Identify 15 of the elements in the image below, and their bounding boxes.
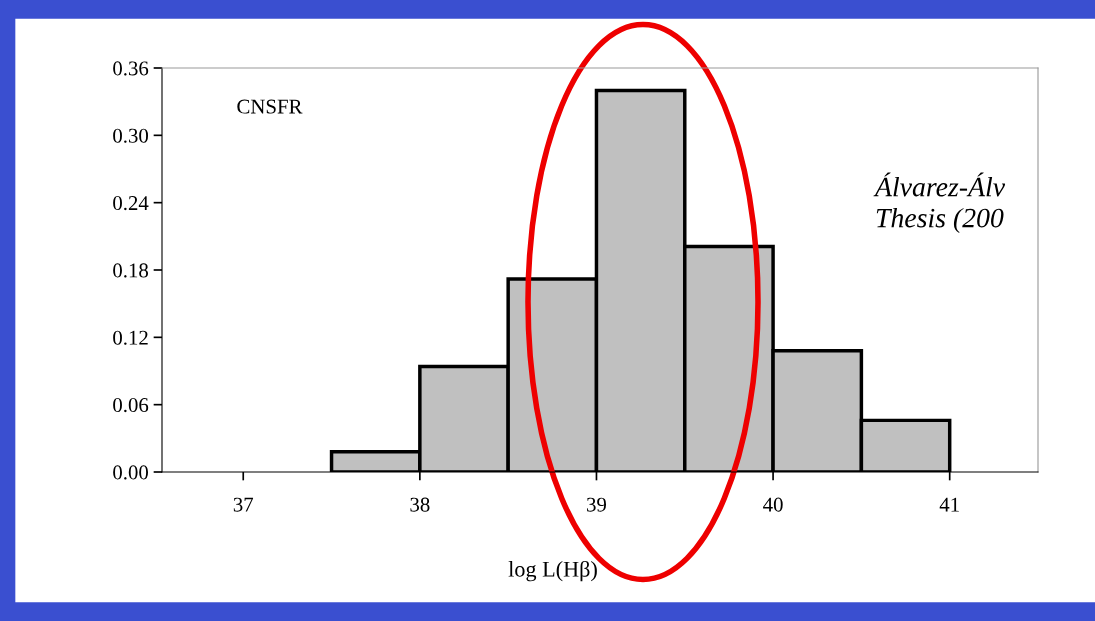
annotation: CNSFR	[237, 99, 303, 114]
x-tick-label: 38	[410, 497, 430, 512]
y-tick-label: 0.06	[113, 398, 149, 413]
annotation: Álvarez-Álv Thesis (200	[873, 172, 1006, 234]
x-axis-title: log L(Hβ)	[508, 560, 597, 582]
y-tick-label: 0.00	[113, 465, 149, 480]
y-tick-label: 0.24	[113, 196, 149, 211]
x-tick-label: 39	[587, 497, 607, 512]
y-tick-label: 0.36	[113, 61, 149, 76]
x-tick-label: 37	[233, 497, 254, 512]
y-tick-label: 0.18	[113, 263, 149, 278]
y-tick-label: 0.12	[113, 330, 148, 345]
y-tick-label: 0.30	[113, 128, 149, 143]
x-tick-label: 41	[939, 497, 959, 512]
x-tick-label: 40	[763, 497, 783, 512]
